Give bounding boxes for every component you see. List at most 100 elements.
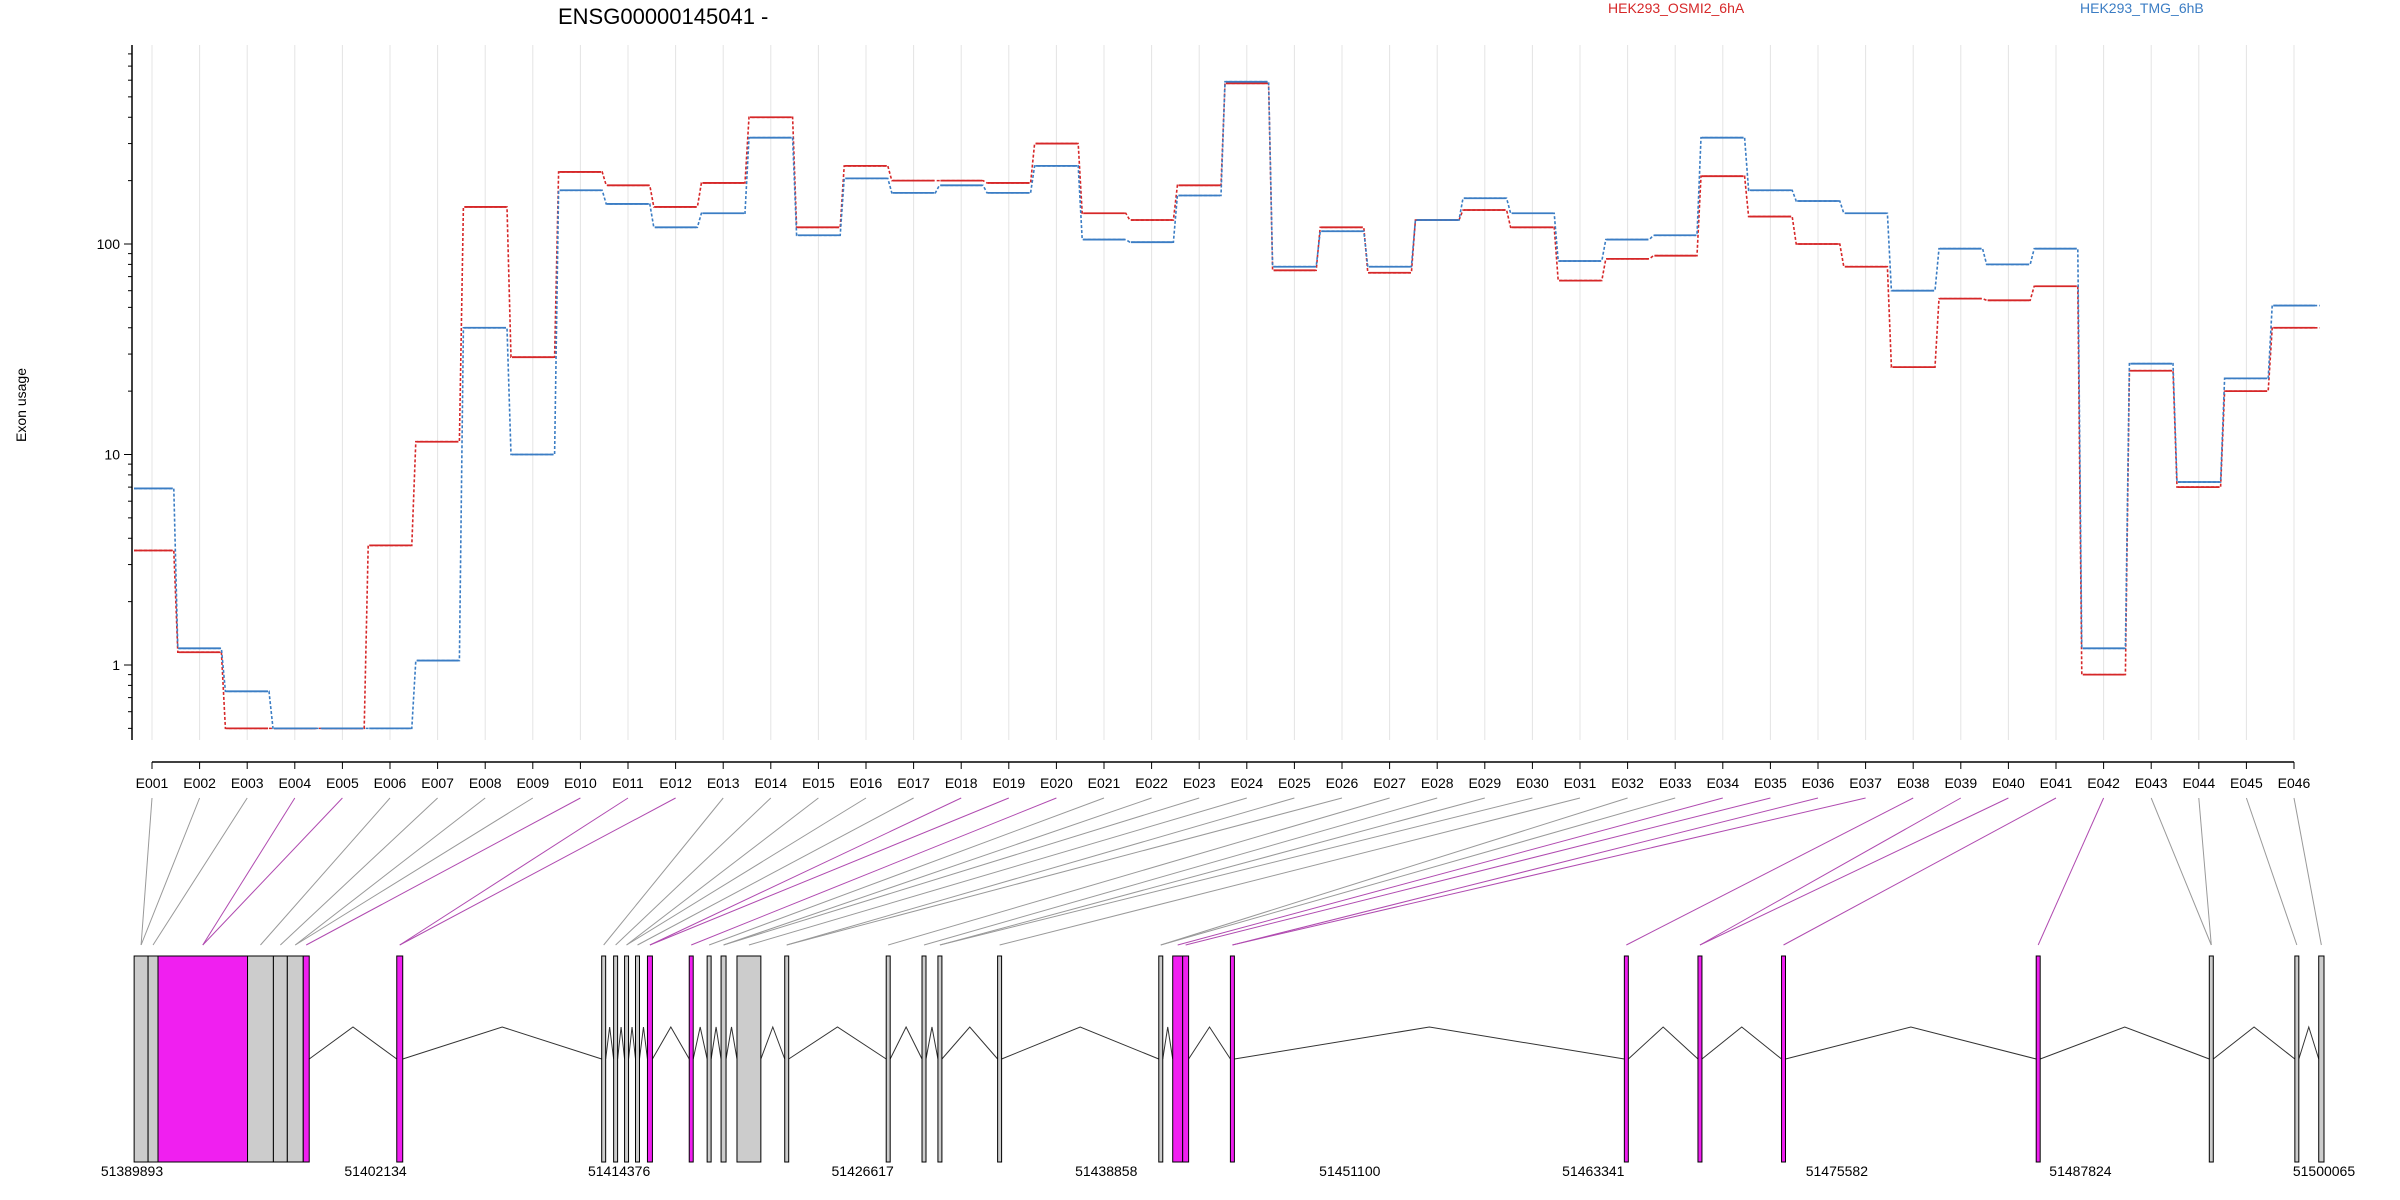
exon-connector bbox=[1160, 797, 1676, 946]
intron-line bbox=[605, 1026, 615, 1060]
exon-connector bbox=[939, 797, 1533, 946]
intron-line bbox=[2298, 1025, 2320, 1060]
exon-connector bbox=[2037, 797, 2105, 946]
x-tick-label: E040 bbox=[1992, 775, 2025, 791]
x-tick-label: E011 bbox=[612, 775, 644, 791]
x-tick-label: E024 bbox=[1230, 775, 1263, 791]
exon-connector bbox=[1699, 797, 1962, 946]
exon-connector bbox=[1177, 797, 1723, 946]
exon-box bbox=[706, 955, 712, 1163]
intron-line bbox=[1162, 1026, 1174, 1060]
intron-line bbox=[651, 1025, 690, 1060]
exon-connector bbox=[723, 797, 1152, 946]
x-tick-label: E043 bbox=[2135, 775, 2168, 791]
x-tick-label: E039 bbox=[1944, 775, 1977, 791]
genomic-axis: 51389893 51402134 51414376 51426617 51438858… bbox=[101, 1163, 2356, 1179]
x-tick-label: E007 bbox=[421, 775, 454, 791]
x-tick-label: E026 bbox=[1326, 775, 1359, 791]
x-tick-label: E031 bbox=[1564, 775, 1597, 791]
exon-connector bbox=[1783, 797, 2057, 946]
exon-box bbox=[635, 955, 640, 1163]
exon-box bbox=[1182, 955, 1190, 1163]
genomic-tick-label: 51426617 bbox=[832, 1163, 895, 1179]
exon-box bbox=[1158, 955, 1164, 1163]
intron-line bbox=[617, 1026, 626, 1060]
x-tick-label: E022 bbox=[1135, 775, 1168, 791]
series-line-b bbox=[134, 80, 2320, 730]
x-tick-label: E021 bbox=[1088, 775, 1121, 791]
x-tick-label: E006 bbox=[374, 775, 407, 791]
exon-connector bbox=[2150, 797, 2212, 946]
intron-line bbox=[402, 1026, 602, 1060]
genomic-tick-label: 51438858 bbox=[1075, 1163, 1138, 1179]
x-tick-label: E027 bbox=[1373, 775, 1406, 791]
x-tick-label: E035 bbox=[1754, 775, 1787, 791]
exon-connector bbox=[626, 797, 819, 946]
exon-connector bbox=[1160, 797, 1628, 946]
x-tick-label: E032 bbox=[1611, 775, 1644, 791]
y-axis-label: Exon usage bbox=[13, 368, 29, 442]
exon-connector bbox=[2245, 797, 2298, 946]
intron-line bbox=[941, 1026, 998, 1060]
exon-connector bbox=[202, 797, 296, 946]
intron-line bbox=[788, 1026, 887, 1060]
exon-box bbox=[1781, 955, 1787, 1163]
exon-box bbox=[286, 955, 304, 1163]
x-tick-label: E019 bbox=[992, 775, 1025, 791]
exon-box bbox=[157, 955, 249, 1163]
x-tick-label: E042 bbox=[2087, 775, 2120, 791]
x-tick-label: E012 bbox=[659, 775, 692, 791]
legend-series-a: HEK293_OSMI2_6hA bbox=[1608, 0, 1745, 16]
exon-connector bbox=[708, 797, 1105, 946]
intron-line bbox=[308, 1026, 398, 1060]
x-tick-label: E010 bbox=[564, 775, 597, 791]
x-tick-label: E017 bbox=[897, 775, 930, 791]
exon-connector bbox=[1232, 797, 1866, 946]
exon-box bbox=[784, 955, 790, 1163]
exon-box bbox=[396, 955, 404, 1163]
genomic-tick-label: 51500065 bbox=[2293, 1163, 2356, 1179]
intron-line bbox=[638, 1026, 648, 1060]
intron-line bbox=[1234, 1026, 1625, 1060]
y-axis: 1 10 100 bbox=[97, 45, 133, 740]
exon-connector bbox=[939, 797, 1485, 946]
intron-line bbox=[2212, 1026, 2296, 1060]
x-tick-label: E044 bbox=[2182, 775, 2215, 791]
exon-connector bbox=[399, 797, 676, 946]
x-tick-label: E033 bbox=[1659, 775, 1692, 791]
exon-connector bbox=[260, 797, 391, 946]
x-tick-label: E008 bbox=[469, 775, 502, 791]
exon-box bbox=[272, 955, 288, 1163]
exon-connector bbox=[280, 797, 438, 946]
exon-connector bbox=[202, 797, 343, 946]
x-tick-label: E016 bbox=[850, 775, 883, 791]
y-tick-label: 10 bbox=[104, 447, 120, 463]
exon-box bbox=[247, 955, 274, 1163]
exon-connector bbox=[2293, 797, 2322, 946]
exon-connector bbox=[615, 797, 772, 946]
exon-connector bbox=[305, 797, 581, 946]
intron-line bbox=[628, 1026, 637, 1060]
exon-connector bbox=[888, 797, 1390, 946]
intron-line bbox=[1701, 1026, 1782, 1060]
x-tick-label: E046 bbox=[2278, 775, 2311, 791]
x-tick-label: E003 bbox=[231, 775, 264, 791]
exon-connector bbox=[748, 797, 1247, 946]
exon-connector bbox=[999, 797, 1581, 946]
intron-line bbox=[692, 1026, 708, 1060]
x-tick-label: E038 bbox=[1897, 775, 1930, 791]
exon-connector bbox=[649, 797, 1009, 946]
intron-line bbox=[725, 1026, 738, 1060]
intron-line bbox=[1785, 1026, 2037, 1060]
exon-box bbox=[624, 955, 630, 1163]
exon-box bbox=[2318, 955, 2325, 1163]
exon-connector bbox=[1232, 797, 1819, 946]
exon-connector bbox=[637, 797, 914, 946]
x-tick-label: E041 bbox=[2040, 775, 2073, 791]
chart-title: ENSG00000145041 - bbox=[558, 4, 768, 29]
x-tick-label: E004 bbox=[278, 775, 311, 791]
exon-connector bbox=[399, 797, 629, 946]
exon-box bbox=[1697, 955, 1703, 1163]
x-tick-label: E030 bbox=[1516, 775, 1549, 791]
exon-box bbox=[720, 955, 727, 1163]
